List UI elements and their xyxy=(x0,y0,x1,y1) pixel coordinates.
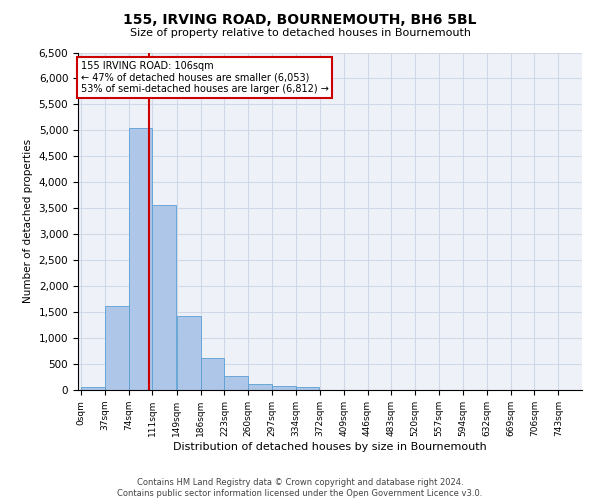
X-axis label: Distribution of detached houses by size in Bournemouth: Distribution of detached houses by size … xyxy=(173,442,487,452)
Bar xyxy=(224,376,248,390)
Bar xyxy=(129,128,152,390)
Bar xyxy=(177,316,200,390)
Bar xyxy=(248,384,272,390)
Y-axis label: Number of detached properties: Number of detached properties xyxy=(23,139,33,304)
Bar xyxy=(105,306,129,390)
Bar xyxy=(296,388,319,390)
Bar xyxy=(272,386,296,390)
Bar xyxy=(81,388,105,390)
Bar xyxy=(152,204,176,390)
Text: Contains HM Land Registry data © Crown copyright and database right 2024.
Contai: Contains HM Land Registry data © Crown c… xyxy=(118,478,482,498)
Bar xyxy=(200,358,224,390)
Text: 155 IRVING ROAD: 106sqm
← 47% of detached houses are smaller (6,053)
53% of semi: 155 IRVING ROAD: 106sqm ← 47% of detache… xyxy=(80,61,328,94)
Text: Size of property relative to detached houses in Bournemouth: Size of property relative to detached ho… xyxy=(130,28,470,38)
Text: 155, IRVING ROAD, BOURNEMOUTH, BH6 5BL: 155, IRVING ROAD, BOURNEMOUTH, BH6 5BL xyxy=(123,12,477,26)
